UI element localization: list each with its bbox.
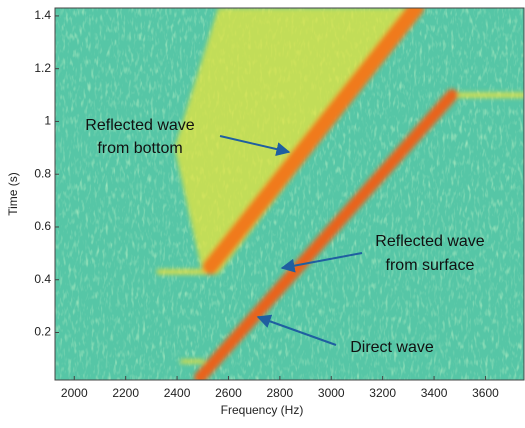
x-tick-label: 2800 bbox=[267, 386, 294, 400]
annotation: Direct wave bbox=[350, 339, 434, 356]
annotation: from bottom bbox=[97, 140, 182, 157]
x-tick-label: 3600 bbox=[472, 386, 499, 400]
arrow bbox=[219, 135, 291, 156]
x-tick-label: 3000 bbox=[318, 386, 345, 400]
y-tick-label: 1.2 bbox=[34, 61, 51, 75]
x-tick-label: 2400 bbox=[164, 386, 191, 400]
y-axis-label: Time (s) bbox=[6, 172, 20, 216]
x-tick-label: 2200 bbox=[112, 386, 139, 400]
x-tick-label: 3400 bbox=[421, 386, 448, 400]
frame bbox=[54, 7, 525, 381]
arrow bbox=[280, 252, 363, 273]
y-tick-label: 1 bbox=[44, 114, 51, 128]
x-tick-label: 2600 bbox=[215, 386, 242, 400]
x-tick-label: 3200 bbox=[369, 386, 396, 400]
y-tick-label: 0.4 bbox=[34, 272, 51, 286]
y-tick-label: 0.2 bbox=[34, 325, 51, 339]
annotation: from surface bbox=[386, 257, 475, 274]
x-axis-label: Frequency (Hz) bbox=[221, 403, 304, 417]
y-tick-label: 1.4 bbox=[34, 8, 51, 22]
plot-area bbox=[55, 8, 524, 380]
energy-ridge bbox=[202, 8, 425, 275]
annotation: Reflected wave bbox=[85, 117, 194, 134]
arrow bbox=[256, 314, 337, 346]
y-tick-label: 0.6 bbox=[34, 219, 51, 233]
annotation: Reflected wave bbox=[375, 233, 484, 250]
energy-ridge bbox=[194, 89, 459, 380]
x-tick-label: 2000 bbox=[61, 386, 88, 400]
y-tick-label: 0.8 bbox=[34, 166, 51, 180]
